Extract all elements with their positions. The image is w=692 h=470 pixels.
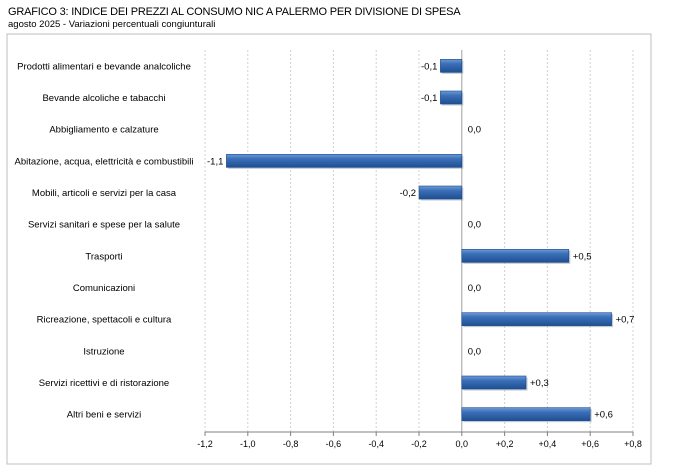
x-tick-label: -0,8 bbox=[283, 439, 299, 449]
x-tick-label: -0,2 bbox=[411, 439, 427, 449]
bar bbox=[461, 312, 612, 326]
category-label: Bevande alcoliche e tabacchi bbox=[42, 93, 165, 104]
x-tick-label: -0,6 bbox=[326, 439, 342, 449]
category-labels: Prodotti alimentari e bevande analcolich… bbox=[14, 61, 193, 420]
data-label: 0,0 bbox=[468, 346, 481, 357]
data-label: +0,6 bbox=[594, 410, 613, 421]
chart-subtitle: agosto 2025 - Variazioni percentuali con… bbox=[8, 19, 216, 30]
bar bbox=[461, 407, 591, 421]
bar bbox=[440, 59, 463, 73]
category-label: Istruzione bbox=[83, 346, 124, 357]
data-label: +0,3 bbox=[530, 378, 549, 389]
chart-title: GRAFICO 3: INDICE DEI PREZZI AL CONSUMO … bbox=[8, 6, 461, 18]
bar bbox=[418, 185, 463, 200]
category-label: Abitazione, acqua, elettricità e combust… bbox=[14, 156, 193, 167]
category-label: Servizi sanitari e spese per la salute bbox=[28, 220, 180, 231]
x-tick-label: -1,0 bbox=[240, 439, 256, 449]
x-tick-label: 0,0 bbox=[456, 439, 469, 449]
x-tick-label: +0,2 bbox=[496, 439, 514, 449]
chart-frame bbox=[6, 33, 652, 465]
data-label: -1,1 bbox=[207, 156, 223, 167]
data-label: -0,1 bbox=[421, 61, 437, 72]
x-tick-label: +0,6 bbox=[581, 439, 599, 449]
data-label: 0,0 bbox=[468, 283, 481, 294]
data-label: -0,2 bbox=[400, 188, 416, 199]
category-label: Trasporti bbox=[85, 251, 122, 262]
category-label: Mobili, articoli e servizi per la casa bbox=[32, 188, 177, 199]
category-label: Comunicazioni bbox=[73, 283, 135, 294]
category-label: Servizi ricettivi e di ristorazione bbox=[39, 378, 169, 389]
x-tick-label: -1,2 bbox=[197, 439, 213, 449]
x-axis: -1,2 -1,0 -0,8 -0,6 -0,4 -0,2 0,0 +0,2 +0,4 +0,6 +… bbox=[197, 431, 642, 449]
bar bbox=[226, 154, 463, 168]
data-labels: -0,1 -0,1 0,0 -1,1 -0,2 0,0 +0,5 0,0 +0,7 0,0 +0,3… bbox=[207, 61, 634, 420]
category-label: Ricreazione, spettacoli e cultura bbox=[37, 315, 172, 326]
data-label: -0,1 bbox=[421, 93, 437, 104]
bar bbox=[461, 375, 527, 390]
data-label: 0,0 bbox=[468, 220, 481, 231]
x-tick-label: +0,8 bbox=[624, 439, 642, 449]
data-label: +0,7 bbox=[616, 315, 635, 326]
x-tick-label: +0,4 bbox=[539, 439, 557, 449]
data-label: 0,0 bbox=[468, 125, 481, 136]
category-label: Abbigliamento e calzature bbox=[49, 125, 158, 136]
bar bbox=[440, 90, 463, 105]
category-label: Prodotti alimentari e bevande analcolich… bbox=[17, 61, 191, 72]
gridlines bbox=[204, 50, 634, 432]
x-tick-label: -0,4 bbox=[368, 439, 384, 449]
bars bbox=[226, 59, 614, 423]
data-label: +0,5 bbox=[573, 251, 592, 262]
category-label: Altri beni e servizi bbox=[67, 410, 141, 421]
bar bbox=[461, 249, 570, 263]
